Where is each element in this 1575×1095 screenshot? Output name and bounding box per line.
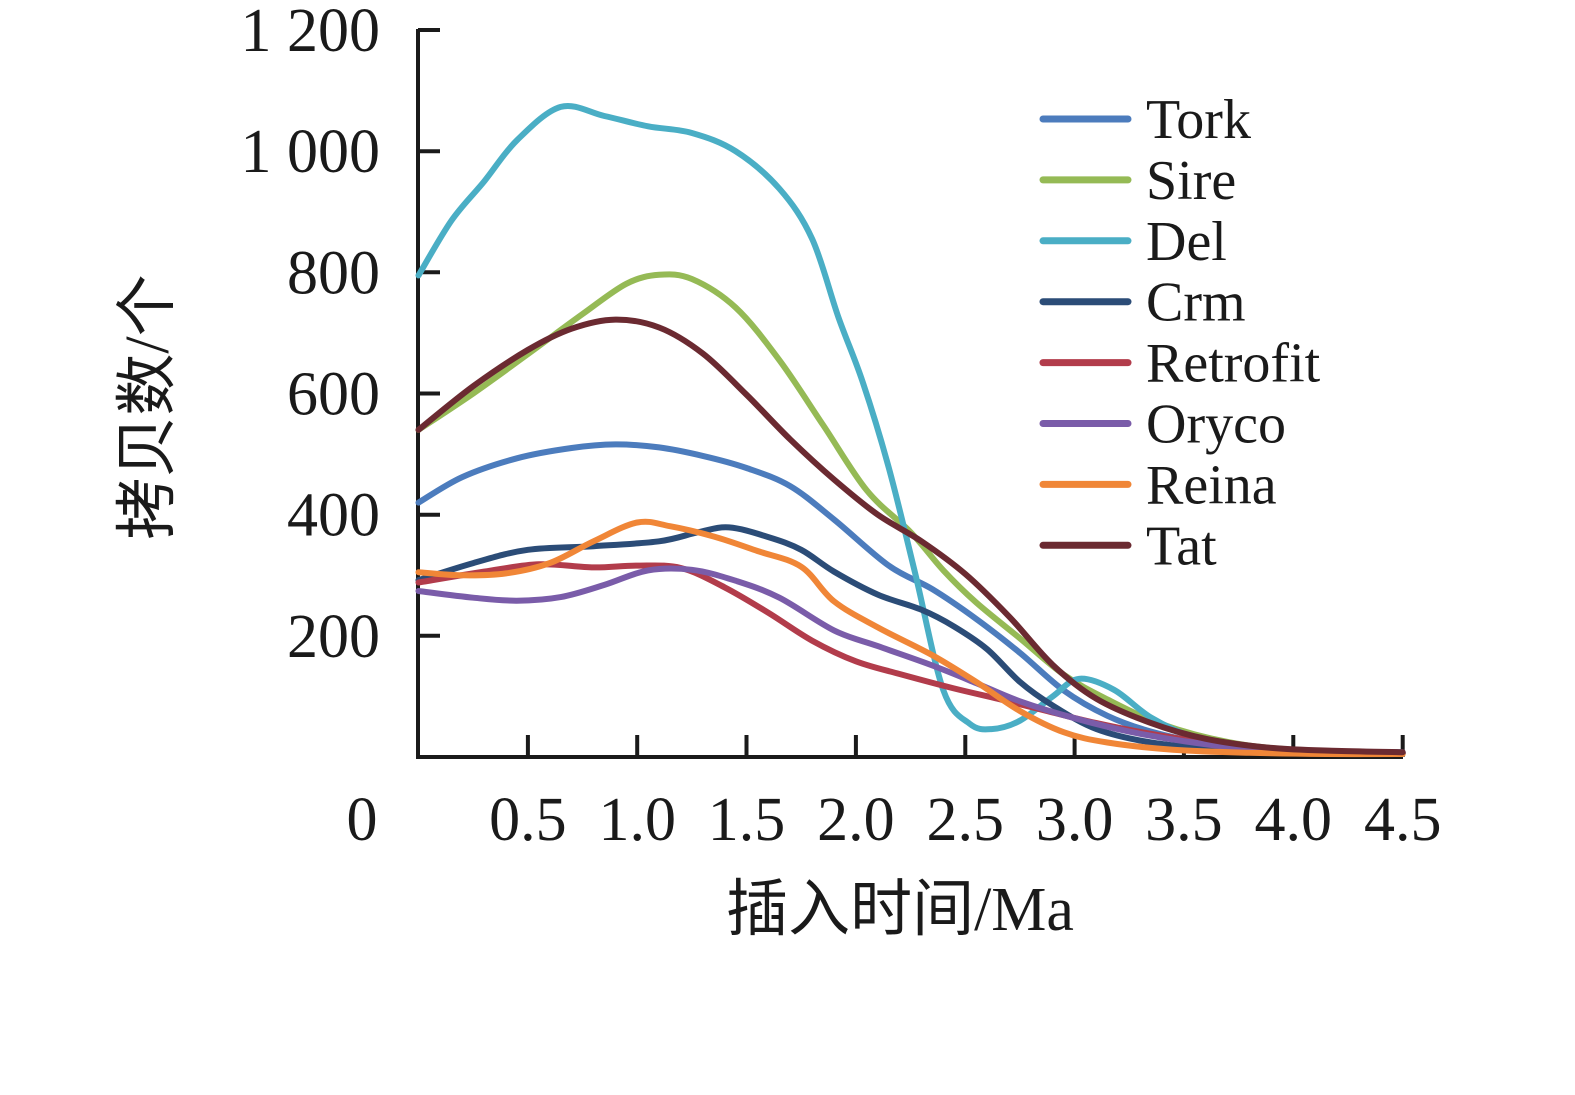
x-tick-label: 4.0 — [1255, 786, 1333, 854]
legend-item-sire: Sire — [1039, 150, 1236, 212]
y-tick-label: 200 — [287, 603, 380, 671]
x-tick-label: 1.5 — [708, 786, 786, 854]
series-line-del — [415, 103, 1406, 757]
legend-label: Tork — [1146, 89, 1251, 151]
y-axis-title: 拷贝数/个 — [114, 274, 182, 539]
x-tick-label: 4.5 — [1364, 786, 1442, 854]
y-tick-label: 1 000 — [241, 118, 381, 186]
y-tick-label: 400 — [287, 482, 380, 550]
series-line-oryco — [415, 565, 1406, 757]
x-axis-title: 插入时间/Ma — [726, 876, 1074, 944]
series-line-reina — [415, 518, 1406, 758]
legend-item-tat: Tat — [1039, 515, 1217, 577]
x-tick-label: 2.0 — [817, 786, 895, 854]
y-tick-label: 1 200 — [241, 0, 381, 65]
x-tick-label: 3.0 — [1036, 786, 1114, 854]
legend-label: Oryco — [1146, 394, 1286, 456]
x-tick-labels: 0 0.5 1.0 1.5 2.0 2.5 3.0 3.5 4.0 4.5 — [347, 786, 1442, 854]
legend-item-del: Del — [1039, 211, 1227, 273]
x-tick-label: 3.5 — [1145, 786, 1223, 854]
series-lines — [415, 103, 1406, 758]
y-ticks — [418, 28, 440, 638]
x-tick-label: 0.5 — [489, 786, 567, 854]
y-tick-label: 800 — [287, 239, 380, 307]
legend-item-retrofit: Retrofit — [1039, 333, 1321, 395]
legend-item-tork: Tork — [1039, 89, 1251, 151]
legend-label: Retrofit — [1146, 333, 1321, 395]
series-line-crm — [415, 524, 1406, 757]
legend-item-oryco: Oryco — [1039, 394, 1286, 456]
x-tick-label: 0 — [347, 786, 378, 854]
legend-label: Tat — [1146, 515, 1217, 577]
x-tick-label: 1.0 — [598, 786, 676, 854]
legend-item-crm: Crm — [1039, 272, 1246, 334]
x-tick-label: 2.5 — [927, 786, 1005, 854]
y-tick-label: 600 — [287, 361, 380, 429]
y-tick-labels: 200 400 600 800 1 000 1 200 — [241, 0, 381, 671]
legend-item-reina: Reina — [1039, 454, 1277, 516]
legend-label: Sire — [1146, 150, 1236, 212]
series-line-tat — [415, 316, 1406, 756]
legend-label: Reina — [1146, 454, 1277, 516]
legend-label: Del — [1146, 211, 1227, 273]
legend-label: Crm — [1146, 272, 1246, 334]
